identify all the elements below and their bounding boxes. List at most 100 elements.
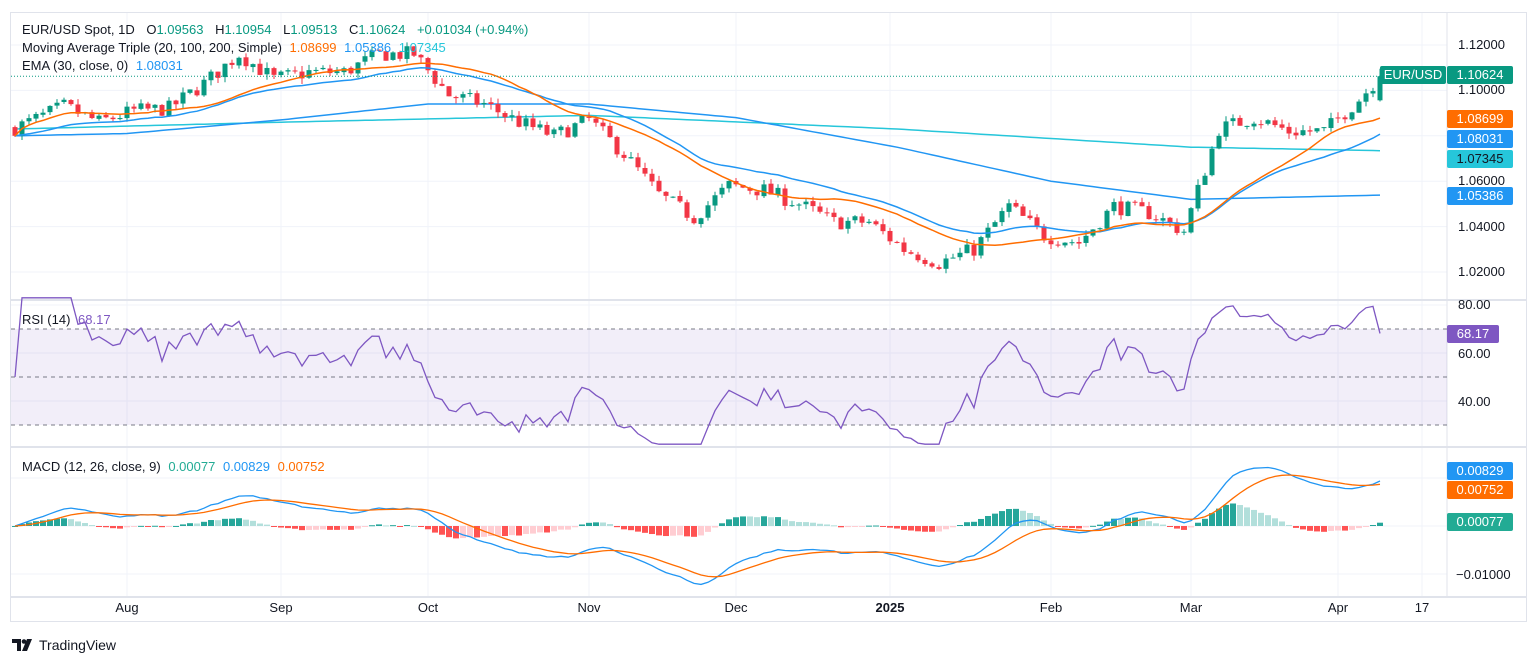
candle-body xyxy=(1377,76,1383,101)
candle-body xyxy=(621,154,627,158)
macd-histogram-bar xyxy=(341,526,347,530)
macd-tick: −0.01000 xyxy=(1456,567,1511,582)
macd-histogram-bar xyxy=(201,521,207,526)
macd-histogram-bar xyxy=(215,520,221,526)
macd-histogram-bar xyxy=(278,526,284,528)
candle-body xyxy=(747,187,753,191)
candle-body xyxy=(376,49,382,51)
candle-body xyxy=(551,129,557,135)
macd-histogram-bar xyxy=(264,524,270,526)
rsi-tick: 80.00 xyxy=(1458,297,1491,312)
macd-histogram-bar xyxy=(1244,507,1250,526)
macd-histogram-bar xyxy=(397,526,403,527)
candle-body xyxy=(1167,217,1173,222)
macd-histogram-bar xyxy=(719,523,725,526)
price-tick: 1.04000 xyxy=(1458,219,1505,234)
macd-histogram-bar xyxy=(222,518,228,526)
candle-body xyxy=(607,125,613,138)
candle-body xyxy=(1314,128,1320,132)
macd-histogram-bar xyxy=(47,519,53,526)
macd-histogram-bar xyxy=(509,526,515,536)
macd-histogram-bar xyxy=(684,526,690,537)
candle-body xyxy=(432,71,438,84)
candle-body xyxy=(439,83,445,86)
ema-legend[interactable]: EMA (30, close, 0) 1.08031 xyxy=(22,58,187,73)
macd-histogram-bar xyxy=(474,526,480,538)
price-tick: 1.12000 xyxy=(1458,37,1505,52)
candle-body xyxy=(1237,117,1243,126)
time-tick: Sep xyxy=(269,600,293,615)
candle-body xyxy=(684,202,690,218)
macd-histogram-bar xyxy=(271,526,277,527)
macd-histogram-bar xyxy=(698,526,704,536)
macd-histogram-bar xyxy=(327,526,333,530)
candle-body xyxy=(173,100,179,105)
candle-body xyxy=(299,71,305,79)
macd-histogram-bar xyxy=(1258,512,1264,526)
candle-body xyxy=(1146,206,1152,220)
macd-histogram-bar xyxy=(208,520,214,526)
macd-histogram-bar xyxy=(971,521,977,526)
candle-body xyxy=(600,122,606,127)
candle-body xyxy=(390,52,396,60)
macd-histogram-bar xyxy=(425,526,431,530)
macd-histogram-bar xyxy=(523,526,529,534)
candle-body xyxy=(971,244,977,256)
ma-legend[interactable]: Moving Average Triple (20, 100, 200, Sim… xyxy=(22,40,450,55)
candle-body xyxy=(334,71,340,74)
rsi-tick: 40.00 xyxy=(1458,394,1491,409)
candle-body xyxy=(817,206,823,212)
candle-body xyxy=(992,222,998,227)
macd-histogram-bar xyxy=(607,524,613,526)
macd-histogram-bar xyxy=(894,526,900,529)
macd-histogram-bar xyxy=(677,526,683,536)
candle-body xyxy=(1139,202,1145,207)
macd-histogram-bar xyxy=(110,526,116,529)
candle-body xyxy=(712,195,718,206)
macd-histogram-bar xyxy=(1069,526,1075,528)
candle-body xyxy=(1013,202,1019,207)
macd-histogram-bar xyxy=(978,518,984,526)
macd-histogram-bar xyxy=(782,519,788,526)
candle-body xyxy=(1216,135,1222,149)
tradingview-logo[interactable]: TradingView xyxy=(12,637,116,653)
candle-body xyxy=(1020,206,1026,216)
candle-body xyxy=(1272,120,1278,126)
candle-body xyxy=(1279,124,1285,128)
symbol-legend[interactable]: EUR/USD Spot, 1D O1.09563 H1.10954 L1.09… xyxy=(22,22,532,37)
candle-body xyxy=(236,57,242,66)
candle-body xyxy=(1055,244,1061,246)
change-value: +0.01034 (+0.94%) xyxy=(416,22,529,37)
candle-body xyxy=(649,173,655,182)
candle-body xyxy=(516,115,522,127)
candle-body xyxy=(117,118,123,120)
macd-histogram-bar xyxy=(796,521,802,526)
macd-histogram-bar xyxy=(859,526,865,527)
macd-histogram-bar xyxy=(642,526,648,533)
candle-body xyxy=(614,136,620,155)
macd-histogram-bar xyxy=(705,526,711,532)
macd-histogram-bar xyxy=(915,526,921,532)
macd-histogram-bar xyxy=(1293,526,1299,528)
macd-histogram-bar xyxy=(726,519,732,526)
candle-body xyxy=(705,205,711,218)
macd-histogram-bar xyxy=(775,517,781,526)
candle-body xyxy=(1118,201,1124,216)
candle-body xyxy=(908,252,914,254)
macd-histogram-bar xyxy=(40,520,46,526)
candle-body xyxy=(110,117,116,120)
macd-histogram-bar xyxy=(999,511,1005,526)
macd-histogram-bar xyxy=(1335,526,1341,531)
rsi-legend[interactable]: RSI (14) 68.17 xyxy=(22,312,115,327)
macd-histogram-bar xyxy=(96,526,102,527)
ma20-tag: 1.08699 xyxy=(1447,110,1513,128)
candle-body xyxy=(369,50,375,58)
macd-legend[interactable]: MACD (12, 26, close, 9) 0.00077 0.00829 … xyxy=(22,459,329,474)
candle-body xyxy=(565,127,571,138)
candle-body xyxy=(131,106,137,109)
candle-body xyxy=(138,103,144,109)
time-tick: Dec xyxy=(724,600,748,615)
candle-body xyxy=(859,216,865,223)
ma200-value: 1.07345 xyxy=(398,40,446,55)
